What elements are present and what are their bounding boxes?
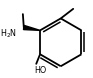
Text: HO: HO: [34, 66, 46, 75]
Text: H$_2$N: H$_2$N: [0, 28, 17, 40]
Polygon shape: [23, 25, 40, 30]
